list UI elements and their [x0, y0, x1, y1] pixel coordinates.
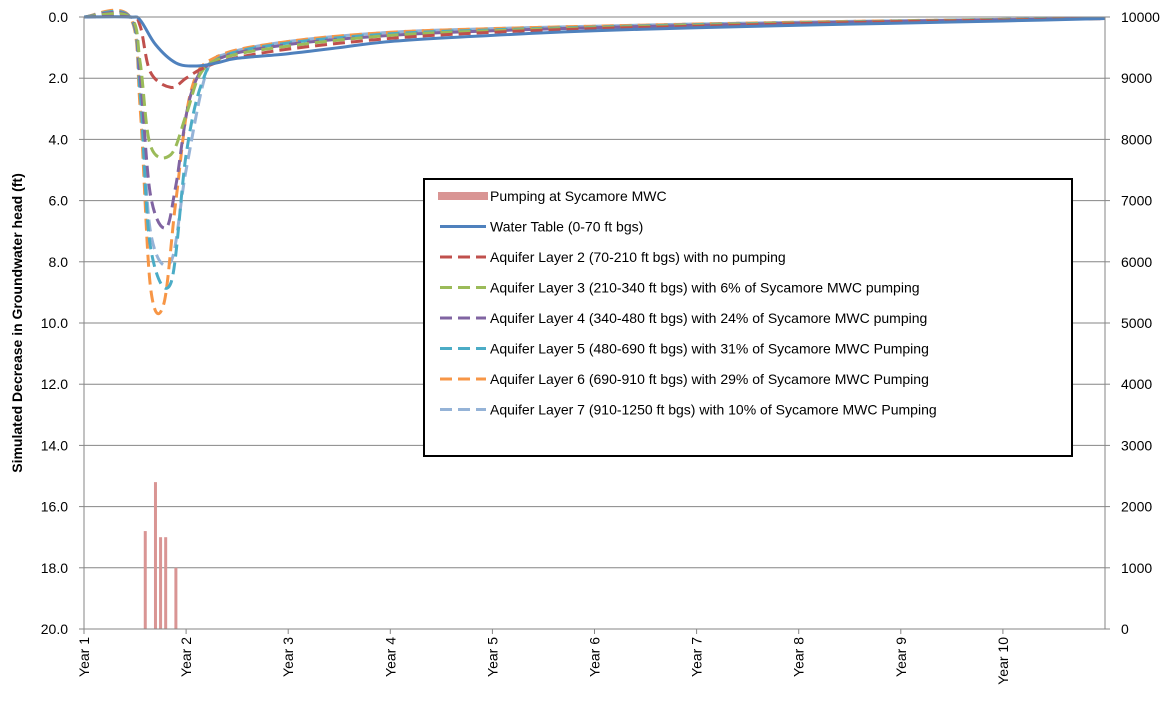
legend-label: Aquifer Layer 3 (210-340 ft bgs) with 6%…: [490, 280, 920, 296]
series-line-water-table: [83, 15, 1106, 68]
y-tick-label: 20.0: [41, 621, 68, 637]
legend: Pumping at Sycamore MWC Water Table (0-70…: [423, 178, 1073, 457]
y-axis-label: Simulated Decrease in Groundwater head (…: [9, 173, 25, 473]
x-tick-label: Year 9: [893, 637, 909, 677]
pumping-bar: [174, 567, 178, 629]
y-tick-label: 2.0: [49, 70, 69, 86]
x-tick-label: Year 5: [484, 637, 500, 677]
axes: [83, 16, 1106, 630]
legend-label: Aquifer Layer 6 (690-910 ft bgs) with 29…: [490, 371, 929, 387]
pumping-bar: [153, 482, 157, 629]
series-line-aquifer-layer-3: [83, 12, 1106, 160]
legend-label: Aquifer Layer 4 (340-480 ft bgs) with 24…: [490, 310, 927, 326]
y-tick-label: 12.0: [41, 376, 68, 392]
y-tick-label: 14.0: [41, 437, 68, 453]
pumping-bar: [143, 531, 147, 629]
legend-label: Aquifer Layer 5 (480-690 ft bgs) with 31…: [490, 341, 929, 357]
legend-label: Aquifer Layer 2 (70-210 ft bgs) with no …: [490, 249, 786, 265]
x-tick-label: Year 7: [689, 637, 705, 677]
y2-tick-label: 7000: [1121, 193, 1152, 209]
x-tick-label: Year 2: [178, 637, 194, 677]
y-tick-label: 6.0: [49, 193, 69, 209]
legend-box: [423, 178, 1073, 457]
legend-swatch-bar: [438, 192, 488, 200]
pumping-bar: [159, 537, 163, 629]
y2-tick-label: 6000: [1121, 254, 1152, 270]
legend-label: Pumping at Sycamore MWC: [490, 188, 667, 204]
y2-tick-label: 2000: [1121, 499, 1152, 515]
x-tick-label: Year 10: [995, 637, 1011, 685]
legend-label: Aquifer Layer 7 (910-1250 ft bgs) with 1…: [490, 402, 937, 418]
y2-tick-label: 8000: [1121, 131, 1152, 147]
pumping-bars: [143, 482, 178, 629]
x-tick-label: Year 3: [280, 637, 296, 677]
y-tick-label: 16.0: [41, 499, 68, 515]
y2-tick-label: 0: [1121, 621, 1129, 637]
x-tick-label: Year 1: [76, 637, 92, 677]
y-tick-label: 18.0: [41, 560, 68, 576]
y-axis-tick-labels: 0.0 2.0 4.0 6.0 8.0 10.0 12.0 14.0 16.0 18.0 20.0: [41, 9, 68, 637]
y2-tick-label: 3000: [1121, 437, 1152, 453]
x-axis-tick-labels: Year 1 Year 2 Year 3 Year 4 Year 5 Year 6 Year…: [76, 637, 1011, 685]
y2-tick-label: 5000: [1121, 315, 1152, 331]
series-lines: [83, 8, 1106, 316]
series-line-aquifer-layer-2: [83, 14, 1106, 89]
y2-tick-label: 10000: [1121, 9, 1160, 25]
y2-tick-label: 9000: [1121, 70, 1152, 86]
y-tick-label: 4.0: [49, 131, 69, 147]
y-tick-label: 8.0: [49, 254, 69, 270]
y-tick-label: 10.0: [41, 315, 68, 331]
plot-frame: [83, 16, 1106, 630]
y2-tick-label: 4000: [1121, 376, 1152, 392]
y2-tick-label: 1000: [1121, 560, 1152, 576]
x-tick-label: Year 8: [791, 637, 807, 677]
secondary-y-axis-tick-labels: 0 1000 2000 3000 4000 5000 6000 7000 8000 9000 100…: [1121, 9, 1160, 637]
pumping-bar: [164, 537, 168, 629]
legend-label: Water Table (0-70 ft bgs): [490, 219, 643, 235]
x-tick-label: Year 4: [382, 637, 398, 677]
y-tick-label: 0.0: [49, 9, 69, 25]
x-tick-label: Year 6: [587, 637, 603, 677]
